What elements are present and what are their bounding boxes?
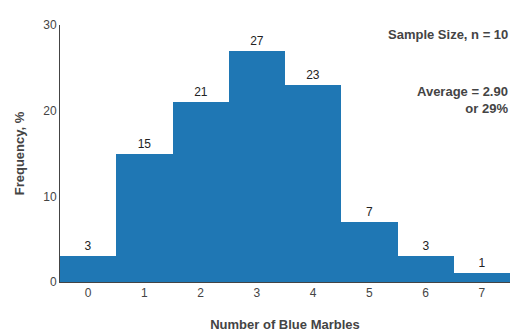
svg-text:6: 6	[422, 286, 429, 300]
svg-text:2: 2	[197, 286, 204, 300]
svg-text:21: 21	[194, 85, 208, 99]
svg-text:3: 3	[85, 239, 92, 253]
svg-text:27: 27	[250, 34, 264, 48]
svg-text:23: 23	[306, 68, 320, 82]
svg-text:Sample Size, n = 10: Sample Size, n = 10	[388, 27, 508, 42]
svg-text:15: 15	[138, 137, 152, 151]
svg-text:7: 7	[479, 286, 486, 300]
svg-text:0: 0	[50, 275, 57, 289]
svg-text:20: 20	[43, 104, 57, 118]
svg-text:0: 0	[85, 286, 92, 300]
svg-text:3: 3	[254, 286, 261, 300]
svg-text:Frequency, %: Frequency, %	[12, 111, 27, 195]
svg-text:5: 5	[366, 286, 373, 300]
svg-text:Number of Blue Marbles: Number of Blue Marbles	[210, 317, 360, 332]
svg-text:1: 1	[141, 286, 148, 300]
svg-text:10: 10	[43, 190, 57, 204]
svg-text:30: 30	[43, 18, 57, 32]
svg-text:1: 1	[479, 256, 486, 270]
svg-text:Average = 2.90or 29%: Average = 2.90or 29%	[417, 84, 508, 116]
svg-text:7: 7	[366, 205, 373, 219]
svg-text:3: 3	[423, 239, 430, 253]
svg-text:4: 4	[310, 286, 317, 300]
